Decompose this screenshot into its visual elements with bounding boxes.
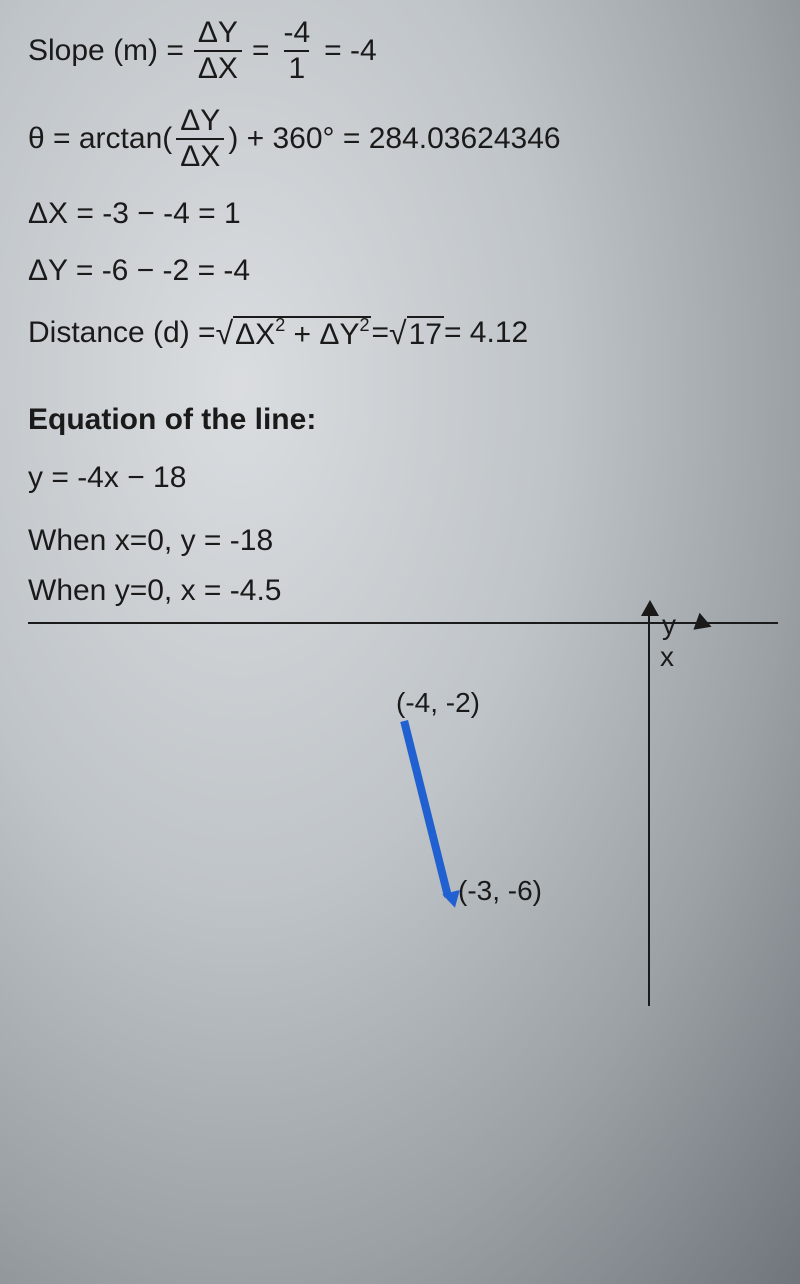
rad1-a: ΔX xyxy=(235,318,275,351)
delta-x-row: ΔX = -3 − -4 = 1 xyxy=(28,194,780,235)
slope-frac1-den: ΔX xyxy=(194,50,242,84)
distance-sqrt2: √ 17 xyxy=(389,316,444,351)
exp-2b: 2 xyxy=(359,315,369,335)
arrow-up-icon xyxy=(641,600,659,616)
slope-frac2-den: 1 xyxy=(284,50,309,84)
distance-label: Distance (d) = xyxy=(28,313,216,354)
slope-frac-val: -4 1 xyxy=(279,18,314,84)
delta-x-text: ΔX = -3 − -4 = 1 xyxy=(28,194,241,235)
theta-frac: ΔY ΔX xyxy=(176,106,224,172)
slope-frac2-num: -4 xyxy=(279,18,314,50)
distance-row: Distance (d) = √ ΔX2 + ΔY2 = √ 17 = 4.12 xyxy=(28,313,780,354)
line-segment xyxy=(400,720,452,898)
theta-frac-num: ΔY xyxy=(176,106,224,138)
surd-icon-2: √ xyxy=(389,317,407,349)
delta-y-text: ΔY = -6 − -2 = -4 xyxy=(28,251,250,292)
graph: y x (-4, -2) (-3, -6) xyxy=(28,628,778,1008)
eqline-heading: Equation of the line: xyxy=(28,400,780,441)
x-axis-label: x xyxy=(660,638,674,676)
slope-eq1: = xyxy=(252,31,270,72)
delta-y-row: ΔY = -6 − -2 = -4 xyxy=(28,251,780,292)
arrow-right-icon xyxy=(693,612,714,634)
slope-frac-dy-dx: ΔY ΔX xyxy=(194,18,242,84)
distance-eq1: = xyxy=(371,313,389,354)
point-2-label: (-3, -6) xyxy=(458,872,542,910)
theta-lhs: θ = arctan( xyxy=(28,119,172,160)
rad1-b: + ΔY xyxy=(285,318,359,351)
exp-2a: 2 xyxy=(275,315,285,335)
math-page: Slope (m) = ΔY ΔX = -4 1 = -4 θ = arctan… xyxy=(0,0,800,1008)
intercept-x: When x=0, y = -18 xyxy=(28,521,780,562)
surd-icon: √ xyxy=(216,317,234,349)
distance-radicand1: ΔX2 + ΔY2 xyxy=(233,316,371,351)
theta-frac-den: ΔX xyxy=(176,138,224,172)
distance-result: = 4.12 xyxy=(444,313,528,354)
eqline-eq: y = -4x − 18 xyxy=(28,458,780,499)
point-1-label: (-4, -2) xyxy=(396,684,480,722)
theta-row: θ = arctan( ΔY ΔX ) + 360° = 284.0362434… xyxy=(28,106,780,172)
distance-sqrt1: √ ΔX2 + ΔY2 xyxy=(216,316,372,351)
slope-frac1-num: ΔY xyxy=(194,18,242,50)
y-axis xyxy=(648,604,650,1006)
slope-result: = -4 xyxy=(324,31,377,72)
theta-rhs: ) + 360° = 284.03624346 xyxy=(228,119,560,160)
slope-label: Slope (m) = xyxy=(28,31,184,72)
distance-radicand2: 17 xyxy=(407,316,444,351)
slope-row: Slope (m) = ΔY ΔX = -4 1 = -4 xyxy=(28,18,780,84)
